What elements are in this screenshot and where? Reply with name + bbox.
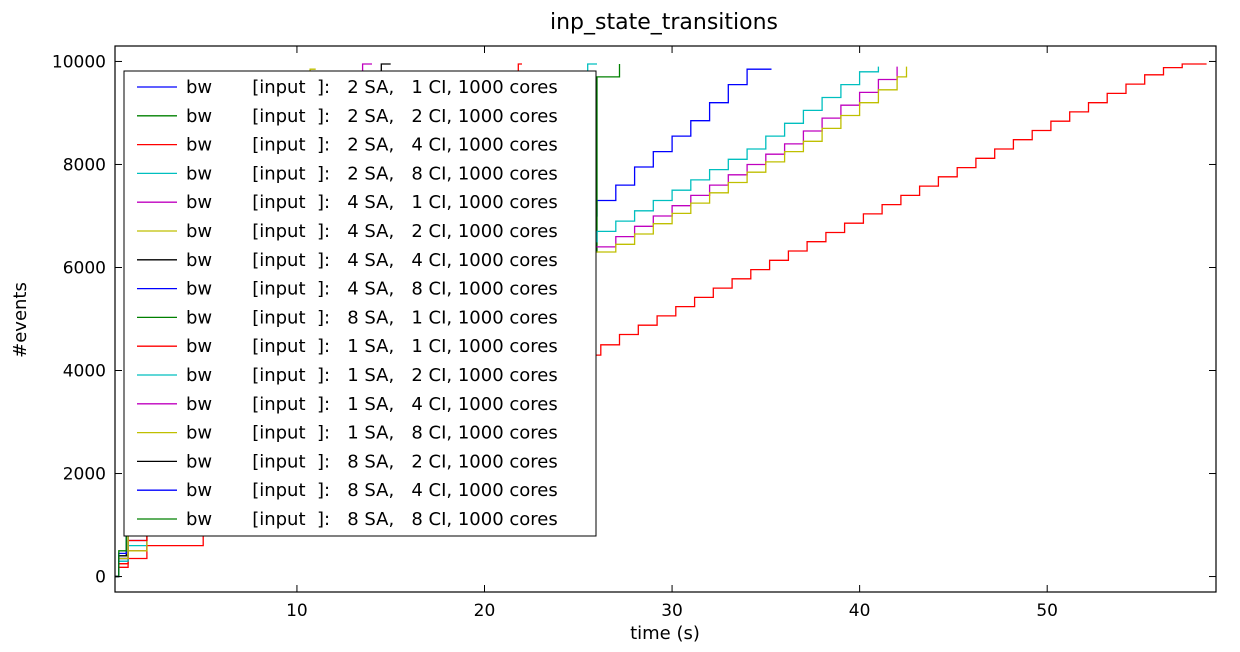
legend-label: bw [input ]: 1 SA, 2 CI, 1000 cores xyxy=(186,365,558,386)
x-tick-label-5: 50 xyxy=(1036,601,1058,621)
legend-items: bw [input ]: 2 SA, 1 CI, 1000 cores bw [i… xyxy=(137,77,558,530)
legend-label: bw [input ]: 4 SA, 2 CI, 1000 cores xyxy=(186,221,558,242)
legend-label: bw [input ]: 1 SA, 8 CI, 1000 cores xyxy=(186,423,558,444)
y-tick-label-5: 8000 xyxy=(63,155,106,175)
legend-label: bw [input ]: 1 SA, 4 CI, 1000 cores xyxy=(186,394,558,415)
legend-item: bw [input ]: 8 SA, 1 CI, 1000 cores xyxy=(137,307,558,328)
legend-label: bw [input ]: 2 SA, 1 CI, 1000 cores xyxy=(186,77,558,98)
plot-frame xyxy=(114,45,1217,593)
legend-item: bw [input ]: 8 SA, 2 CI, 1000 cores xyxy=(137,451,558,472)
legend-item: bw [input ]: 8 SA, 4 CI, 1000 cores xyxy=(137,480,558,501)
legend-item: bw [input ]: 4 SA, 2 CI, 1000 cores xyxy=(137,221,558,242)
legend-item: bw [input ]: 4 SA, 8 CI, 1000 cores xyxy=(137,279,558,300)
legend-label: bw [input ]: 2 SA, 8 CI, 1000 cores xyxy=(186,163,558,184)
legend-item: bw [input ]: 4 SA, 1 CI, 1000 cores xyxy=(137,192,558,213)
legend-item: bw [input ]: 1 SA, 4 CI, 1000 cores xyxy=(137,394,558,415)
legend-label: bw [input ]: 8 SA, 4 CI, 1000 cores xyxy=(186,480,558,501)
legend-label: bw [input ]: 1 SA, 1 CI, 1000 cores xyxy=(186,336,558,357)
legend: bw [input ]: 2 SA, 1 CI, 1000 cores bw [i… xyxy=(123,70,597,537)
legend-item: bw [input ]: 2 SA, 2 CI, 1000 cores xyxy=(137,106,558,127)
legend-item: bw [input ]: 1 SA, 8 CI, 1000 cores xyxy=(137,423,558,444)
y-tick-label-1: 0 xyxy=(95,568,106,588)
y-tick-label-6: 10000 xyxy=(52,52,106,72)
legend-frame xyxy=(123,70,597,537)
y-tick-label-4: 6000 xyxy=(63,258,106,278)
x-axis-title: time (s) xyxy=(630,623,700,644)
legend-label: bw [input ]: 4 SA, 8 CI, 1000 cores xyxy=(186,279,558,300)
legend-label: bw [input ]: 4 SA, 4 CI, 1000 cores xyxy=(186,250,558,271)
y-tick-label-3: 4000 xyxy=(63,362,106,382)
legend-item: bw [input ]: 1 SA, 2 CI, 1000 cores xyxy=(137,365,558,386)
legend-item: bw [input ]: 4 SA, 4 CI, 1000 cores xyxy=(137,250,558,271)
legend-item: bw [input ]: 8 SA, 8 CI, 1000 cores xyxy=(137,509,558,530)
legend-label: bw [input ]: 8 SA, 2 CI, 1000 cores xyxy=(186,451,558,472)
legend-item: bw [input ]: 1 SA, 1 CI, 1000 cores xyxy=(137,336,558,357)
legend-label: bw [input ]: 8 SA, 8 CI, 1000 cores xyxy=(186,509,558,530)
y-axis-title: #events xyxy=(10,282,31,358)
legend-item: bw [input ]: 2 SA, 4 CI, 1000 cores xyxy=(137,135,558,156)
legend-item: bw [input ]: 2 SA, 1 CI, 1000 cores xyxy=(137,77,558,98)
x-tick-label-1: 10 xyxy=(286,601,308,621)
legend-label: bw [input ]: 2 SA, 4 CI, 1000 cores xyxy=(186,135,558,156)
y-tick-label-2: 2000 xyxy=(63,465,106,485)
legend-label: bw [input ]: 2 SA, 2 CI, 1000 cores xyxy=(186,106,558,127)
chart-title: inp_state_transitions xyxy=(550,10,778,35)
ticks-layer: 10 20 30 40 50 0 2000 4000 6000 8000 10000 xyxy=(52,46,1216,621)
legend-item: bw [input ]: 2 SA, 8 CI, 1000 cores xyxy=(137,163,558,184)
x-tick-label-4: 40 xyxy=(849,601,871,621)
x-tick-label-3: 30 xyxy=(661,601,683,621)
x-tick-label-2: 20 xyxy=(474,601,496,621)
legend-label: bw [input ]: 8 SA, 1 CI, 1000 cores xyxy=(186,307,558,328)
legend-label: bw [input ]: 4 SA, 1 CI, 1000 cores xyxy=(186,192,558,213)
